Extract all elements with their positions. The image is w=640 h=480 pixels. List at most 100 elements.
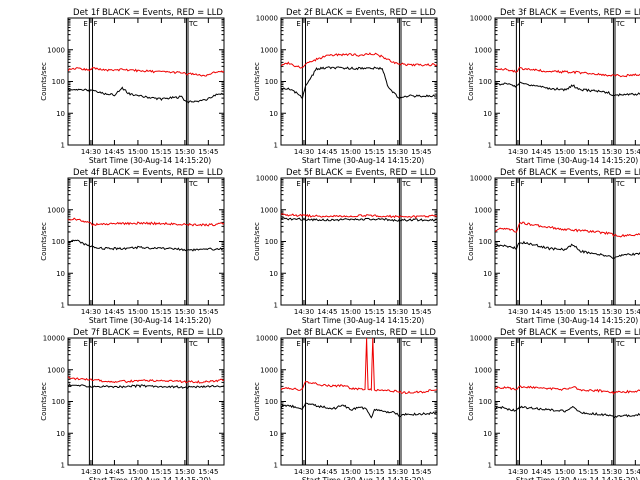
x-tick-label: 14:30 (294, 148, 314, 156)
y-tick-label: 10 (269, 270, 278, 278)
lld-series-line (68, 66, 224, 77)
event-marker-label: E (510, 180, 514, 188)
lld-series-line (495, 66, 640, 78)
x-tick-label: 15:45 (625, 468, 640, 476)
plot-area (281, 338, 437, 465)
lld-series-line (281, 52, 437, 69)
x-tick-label: 14:45 (531, 148, 551, 156)
events-series-line (68, 86, 224, 104)
event-marker-label: F (307, 20, 311, 28)
x-tick-label: 15:30 (388, 308, 408, 316)
y-tick-label: 10 (269, 110, 278, 118)
events-series-line (281, 217, 437, 222)
y-tick-label: 100 (479, 398, 492, 406)
x-tick-label: 15:30 (175, 148, 195, 156)
chart-title: Det 9f BLACK = Events, RED = LLD (500, 328, 640, 338)
y-tick-label: 100 (52, 238, 65, 246)
y-axis-label: Counts/sec (467, 222, 475, 261)
plot-area (495, 338, 640, 465)
x-axis-label: Start Time (30-Aug-14 14:15:20) (89, 476, 211, 480)
y-tick-label: 1000 (47, 206, 65, 214)
y-axis-label: Counts/sec (253, 62, 261, 101)
y-tick-label: 10000 (470, 15, 492, 23)
events-series-line (281, 402, 437, 419)
x-tick-label: 15:15 (151, 148, 171, 156)
events-series-line (495, 405, 640, 419)
x-tick-label: 15:45 (625, 148, 640, 156)
x-tick-label: 15:30 (175, 468, 195, 476)
x-tick-label: 14:45 (317, 308, 337, 316)
lld-series-line (68, 376, 224, 384)
x-tick-label: 14:45 (104, 308, 124, 316)
x-tick-label: 14:30 (294, 308, 314, 316)
events-series-line (281, 66, 437, 100)
x-tick-label: 15:30 (602, 308, 622, 316)
y-tick-label: 10000 (470, 335, 492, 343)
event-marker-label: E (296, 180, 300, 188)
event-marker-label: F (94, 180, 98, 188)
events-series-line (68, 383, 224, 389)
event-marker-label: E (510, 340, 514, 348)
chart-panel-6: Det 6f BLACK = Events, RED = LLD 1 10 100 10… (467, 168, 640, 325)
x-tick-label: 15:15 (364, 468, 384, 476)
x-tick-label: 15:45 (198, 308, 218, 316)
event-marker-label: F (521, 340, 525, 348)
x-tick-label: 14:30 (508, 148, 528, 156)
y-tick-label: 1000 (474, 366, 492, 374)
x-tick-label: 15:00 (128, 148, 148, 156)
chart-panel-9: Det 9f BLACK = Events, RED = LLD 1 10 100 10… (467, 328, 640, 480)
lld-series-line (281, 338, 437, 395)
x-tick-label: 14:45 (317, 468, 337, 476)
event-marker-label: E (296, 20, 300, 28)
event-marker-label: TC (615, 20, 625, 28)
plot-frame (67, 337, 225, 466)
y-tick-label: 10 (269, 430, 278, 438)
x-tick-label: 15:45 (411, 308, 431, 316)
plot-area (68, 178, 224, 305)
y-tick-label: 1 (274, 302, 278, 310)
event-marker-label: E (296, 340, 300, 348)
x-tick-label: 14:30 (508, 308, 528, 316)
y-tick-label: 10000 (256, 175, 278, 183)
x-tick-label: 15:00 (341, 468, 361, 476)
plot-frame (280, 337, 438, 466)
x-tick-label: 15:30 (175, 308, 195, 316)
y-tick-label: 10 (483, 270, 492, 278)
x-tick-label: 14:45 (317, 148, 337, 156)
y-tick-label: 1 (488, 142, 492, 150)
event-marker-label: TC (188, 20, 198, 28)
y-axis-label: Counts/sec (253, 382, 261, 421)
y-tick-label: 1 (61, 142, 65, 150)
chart-panel-3: Det 3f BLACK = Events, RED = LLD 1 10 100 10… (467, 8, 640, 165)
events-series-line (68, 239, 224, 252)
y-axis-label: Counts/sec (40, 382, 48, 421)
event-marker-label: TC (401, 180, 411, 188)
x-axis-label: Start Time (30-Aug-14 14:15:20) (516, 476, 638, 480)
chart-panel-4: Det 4f BLACK = Events, RED = LLD 1 10 100 10… (40, 168, 225, 325)
y-tick-label: 10000 (43, 335, 65, 343)
plot-area (68, 338, 224, 465)
chart-title: Det 1f BLACK = Events, RED = LLD (73, 8, 223, 18)
x-tick-label: 14:30 (294, 468, 314, 476)
x-tick-label: 14:30 (81, 308, 101, 316)
plot-area (281, 18, 437, 145)
y-tick-label: 100 (265, 398, 278, 406)
x-tick-label: 15:00 (341, 148, 361, 156)
y-tick-label: 10 (56, 110, 65, 118)
x-axis-label: Start Time (30-Aug-14 14:15:20) (516, 316, 638, 325)
y-tick-label: 10 (483, 430, 492, 438)
event-marker-label: E (83, 340, 87, 348)
y-tick-label: 1 (274, 462, 278, 470)
y-tick-label: 1000 (260, 206, 278, 214)
event-marker-label: TC (401, 20, 411, 28)
y-tick-label: 1 (61, 462, 65, 470)
x-tick-label: 15:15 (578, 308, 598, 316)
y-tick-label: 10000 (256, 15, 278, 23)
y-tick-label: 1000 (47, 366, 65, 374)
chart-title: Det 4f BLACK = Events, RED = LLD (73, 168, 223, 178)
x-tick-label: 14:45 (104, 468, 124, 476)
x-tick-label: 14:45 (104, 148, 124, 156)
event-marker-label: TC (188, 340, 198, 348)
event-marker-label: E (83, 20, 87, 28)
chart-title: Det 8f BLACK = Events, RED = LLD (286, 328, 436, 338)
